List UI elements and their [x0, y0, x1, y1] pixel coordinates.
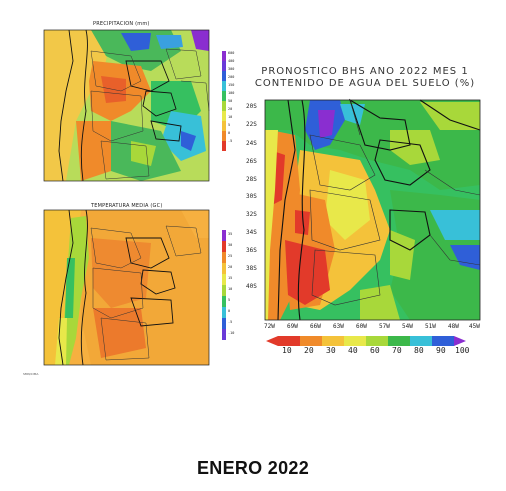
lat-label-36s: 36S [246, 247, 257, 254]
temperature-map-title: TEMPERATURA MEDIA (GC) [91, 203, 163, 209]
precip-cbar-label-10: 0 [228, 131, 231, 135]
lat-label-32s: 32S [246, 211, 257, 218]
temp-cbar-label-5: 10 [228, 287, 233, 291]
precip-cbar-label-8: 10 [228, 115, 233, 119]
temp-cbar-label-3: 20 [228, 265, 233, 269]
precip-cbar-label-0: 600 [228, 51, 235, 55]
lon-label-66w: 66W [310, 323, 321, 330]
lon-label-57w: 57W [379, 323, 390, 330]
soil-water-map-title: PRONOSTICO BHS ANO 2022 MES 1 CONTENIDO … [240, 66, 490, 90]
soil-cbar-label-40: 40 [348, 346, 358, 355]
lon-label-54w: 54W [402, 323, 413, 330]
precip-cbar-label-5: 100 [228, 91, 235, 95]
soil-title-line2: CONTENIDO DE AGUA DEL SUELO (%) [254, 78, 476, 89]
soil-cbar-label-70: 70 [392, 346, 402, 355]
lat-label-22s: 22S [246, 121, 257, 128]
lat-label-34s: 34S [246, 229, 257, 236]
lon-label-72w: 72W [264, 323, 275, 330]
temperature-map [43, 209, 210, 366]
soil-title-line1: PRONOSTICO BHS ANO 2022 MES 1 [261, 66, 469, 77]
temp-cbar-label-1: 30 [228, 243, 233, 247]
lon-label-51w: 51W [425, 323, 436, 330]
precip-cbar-label-9: 5 [228, 123, 231, 127]
precipitation-colorbar [222, 51, 226, 151]
soil-water-colorbar [266, 336, 466, 346]
lat-label-30s: 30S [246, 193, 257, 200]
precip-cbar-label-11: -5 [228, 139, 233, 143]
temp-cbar-label-8: -5 [228, 320, 233, 324]
lon-label-69w: 69W [287, 323, 298, 330]
lat-label-24s: 24S [246, 140, 257, 147]
precip-cbar-label-3: 200 [228, 75, 235, 79]
soil-cbar-label-10: 10 [282, 346, 292, 355]
temp-cbar-label-9: -10 [228, 331, 235, 335]
precip-cbar-label-2: 300 [228, 67, 235, 71]
lat-label-28s: 28S [246, 176, 257, 183]
soil-cbar-label-60: 60 [370, 346, 380, 355]
precip-cbar-label-6: 50 [228, 99, 233, 103]
soil-cbar-label-80: 80 [414, 346, 424, 355]
credit-label: SMN/CIMA [23, 372, 39, 376]
temp-cbar-label-7: 0 [228, 309, 231, 313]
lat-label-26s: 26S [246, 158, 257, 165]
precipitation-map-panel: PRECIPITACION (mm) [31, 21, 235, 191]
lat-label-38s: 38S [246, 265, 257, 272]
lon-label-48w: 48W [448, 323, 459, 330]
temperature-colorbar [222, 230, 226, 340]
temp-cbar-label-2: 25 [228, 254, 233, 258]
soil-water-map [264, 98, 481, 321]
month-caption: ENERO 2022 [196, 458, 310, 478]
temp-cbar-label-4: 15 [228, 276, 233, 280]
lat-label-20s: 20S [246, 103, 257, 110]
temp-cbar-label-0: 35 [228, 232, 233, 236]
lat-label-40s: 40S [246, 283, 257, 290]
soil-water-map-panel: PRONOSTICO BHS ANO 2022 MES 1 CONTENIDO … [240, 66, 490, 366]
precip-cbar-label-1: 400 [228, 59, 235, 63]
temperature-map-panel: TEMPERATURA MEDIA (GC) 35 30 25 20 [31, 198, 235, 370]
precipitation-map-title: PRECIPITACION (mm) [93, 21, 150, 27]
precip-cbar-label-7: 20 [228, 107, 233, 111]
lon-label-60w: 60W [356, 323, 367, 330]
precipitation-map [43, 29, 210, 182]
soil-cbar-label-90: 90 [436, 346, 446, 355]
soil-cbar-label-20: 20 [304, 346, 314, 355]
soil-cbar-label-100: 100 [455, 346, 470, 355]
precip-cbar-label-4: 150 [228, 83, 235, 87]
lon-label-63w: 63W [333, 323, 344, 330]
temp-cbar-label-6: 5 [228, 298, 231, 302]
soil-cbar-label-30: 30 [326, 346, 336, 355]
lon-label-45w: 45W [469, 323, 480, 330]
